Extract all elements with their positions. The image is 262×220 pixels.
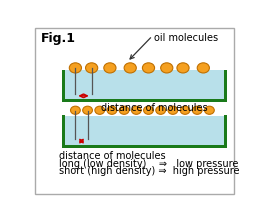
Circle shape <box>119 106 129 114</box>
Text: Fig.1: Fig.1 <box>41 32 76 45</box>
Circle shape <box>156 106 166 114</box>
Circle shape <box>180 106 190 114</box>
Text: distance of molecules: distance of molecules <box>101 103 208 114</box>
Circle shape <box>177 63 189 73</box>
Circle shape <box>70 106 80 114</box>
Text: oil molecules: oil molecules <box>154 33 218 43</box>
Circle shape <box>192 106 202 114</box>
Text: distance of molecules: distance of molecules <box>59 151 166 161</box>
Circle shape <box>83 106 92 114</box>
Circle shape <box>161 63 173 73</box>
Bar <box>224 115 227 148</box>
Circle shape <box>104 63 116 73</box>
Circle shape <box>143 63 155 73</box>
Circle shape <box>144 106 153 114</box>
Bar <box>62 145 227 148</box>
Bar <box>62 115 65 148</box>
Bar <box>65 116 224 145</box>
FancyBboxPatch shape <box>35 28 234 194</box>
Bar <box>62 70 65 102</box>
Text: short (high density) ⇒  high pressure: short (high density) ⇒ high pressure <box>59 167 240 176</box>
Circle shape <box>124 63 136 73</box>
Circle shape <box>197 63 209 73</box>
Circle shape <box>107 106 117 114</box>
Bar <box>62 99 227 102</box>
Circle shape <box>95 106 105 114</box>
Bar <box>224 70 227 102</box>
Circle shape <box>69 63 81 73</box>
Circle shape <box>205 106 214 114</box>
Circle shape <box>132 106 141 114</box>
Text: long (low density)    ⇒   low pressure: long (low density) ⇒ low pressure <box>59 159 238 169</box>
Bar <box>65 70 224 99</box>
Circle shape <box>85 63 98 73</box>
Circle shape <box>168 106 178 114</box>
